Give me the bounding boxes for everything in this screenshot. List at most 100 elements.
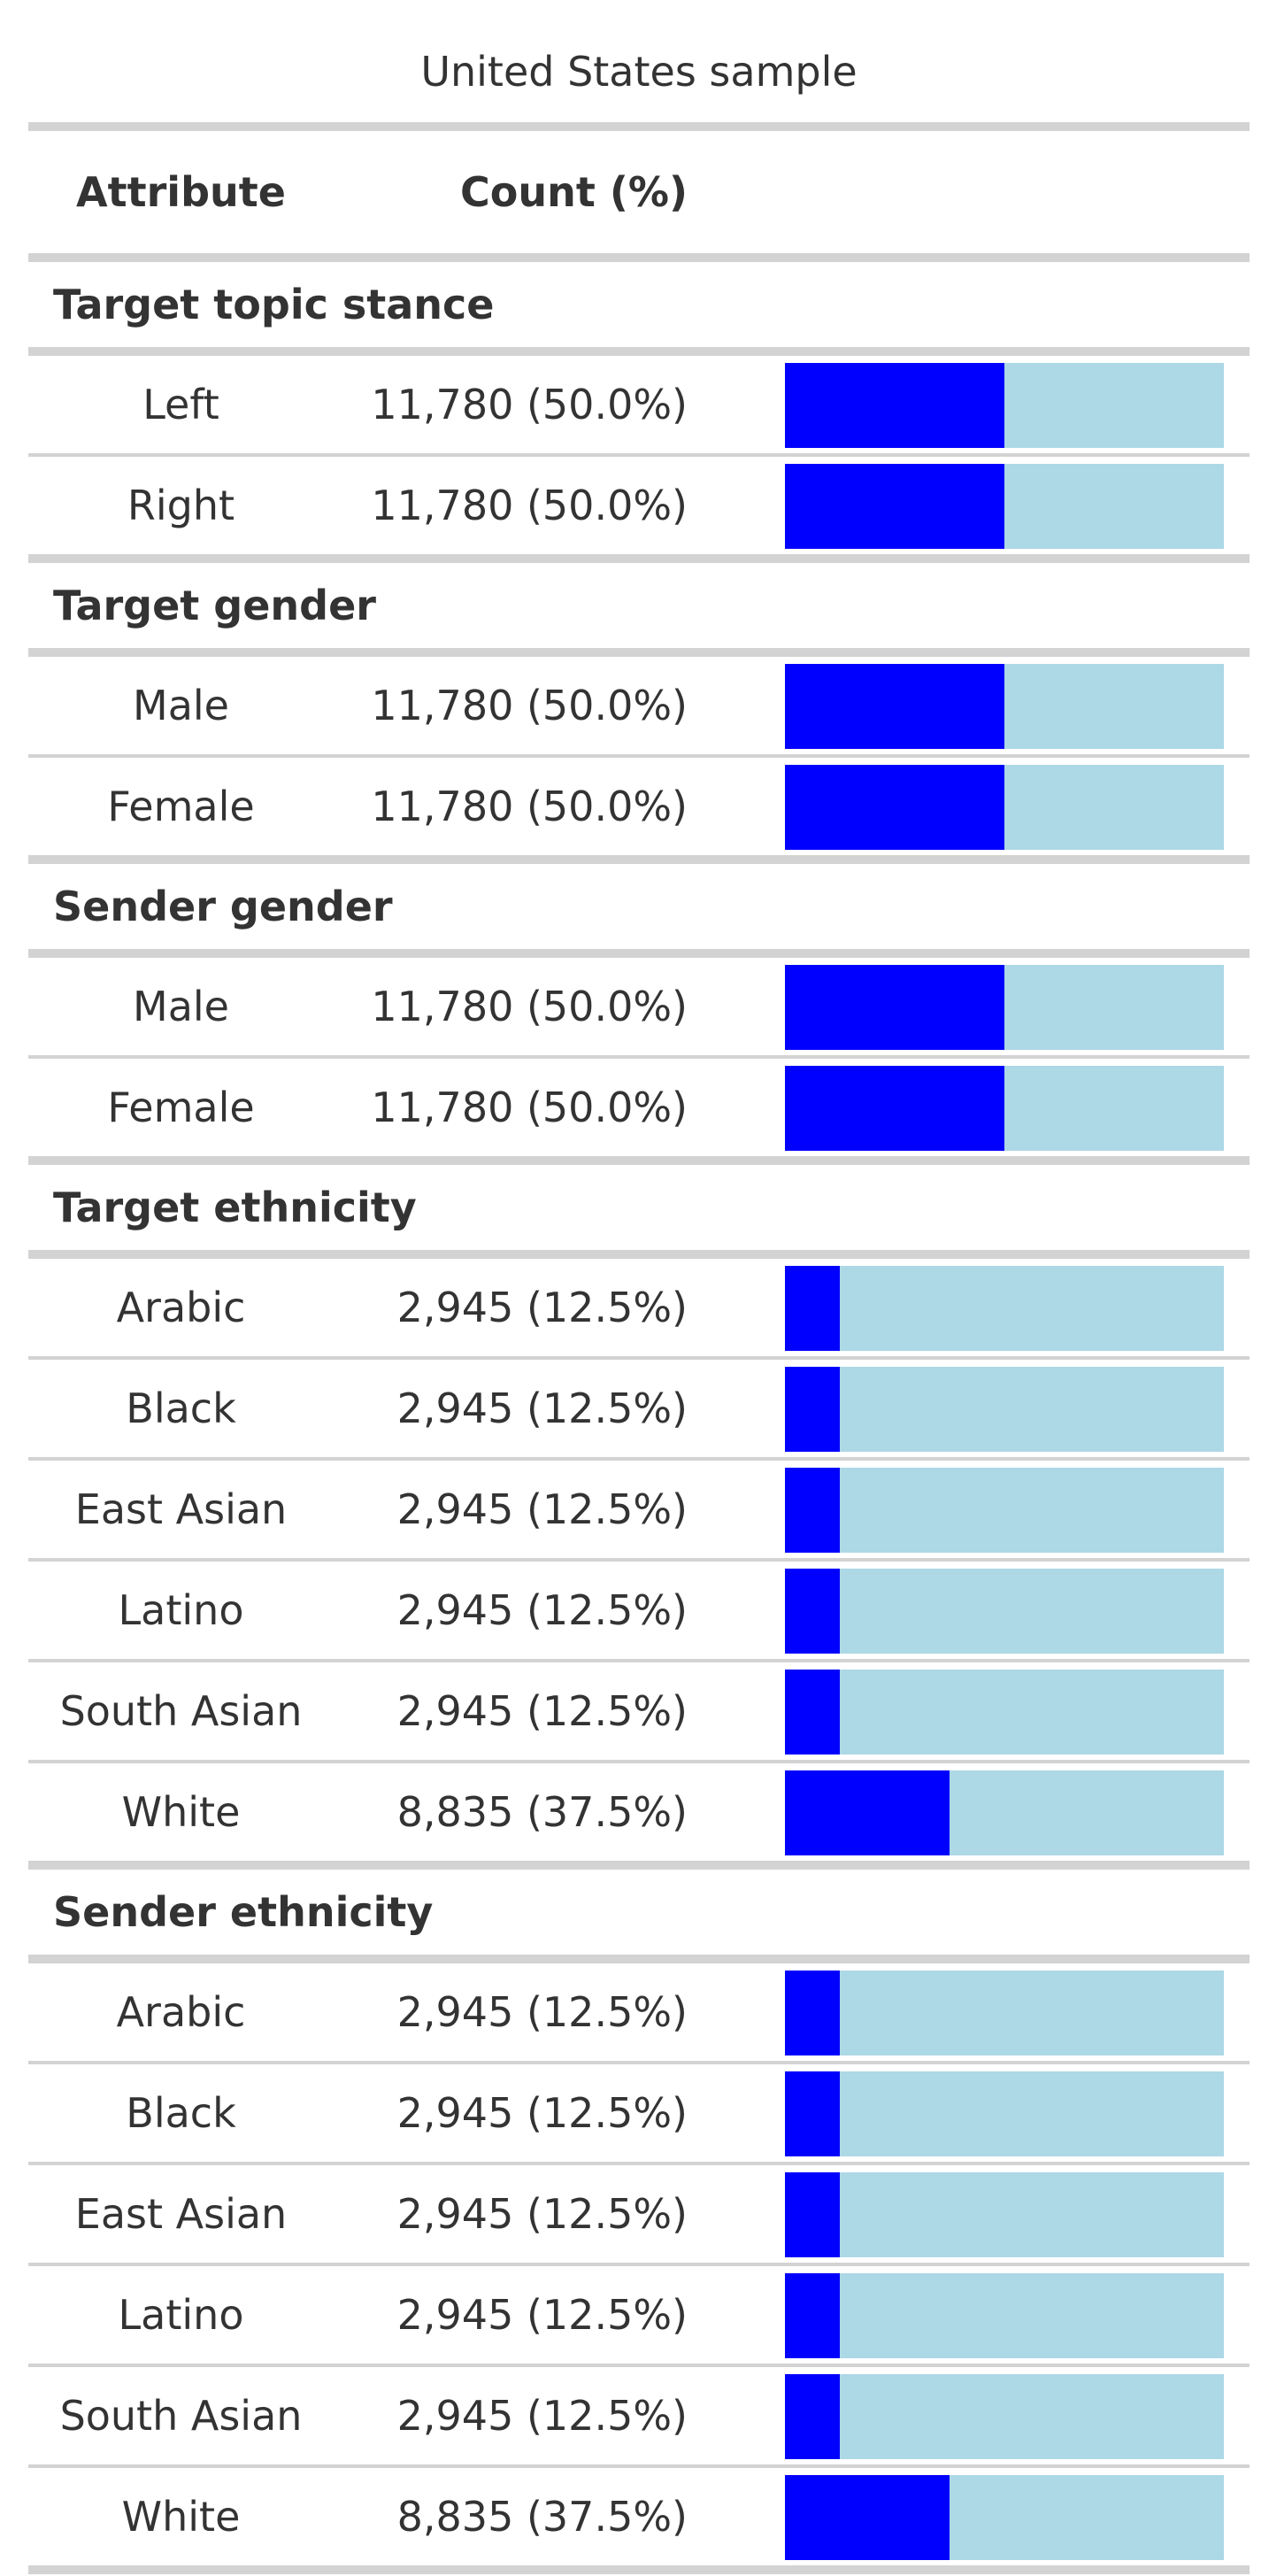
bar-track bbox=[785, 1066, 1224, 1151]
bar-fill bbox=[785, 2374, 840, 2459]
count-cell: 11,780 (50.0%) bbox=[371, 381, 688, 428]
bar-fill bbox=[785, 2172, 840, 2257]
bar-fill bbox=[785, 1971, 840, 2055]
attribute-cell: Male bbox=[133, 983, 229, 1030]
count-cell: 2,945 (12.5%) bbox=[396, 1284, 688, 1331]
attribute-cell: Black bbox=[126, 1384, 236, 1432]
attribute-cell: Female bbox=[107, 1084, 255, 1131]
table-row: Arabic 2,945 (12.5%) bbox=[28, 1963, 1250, 2061]
group-rule bbox=[28, 949, 1250, 958]
count-cell: 2,945 (12.5%) bbox=[396, 1485, 688, 1533]
count-cell: 2,945 (12.5%) bbox=[396, 2392, 688, 2440]
count-cell: 11,780 (50.0%) bbox=[371, 682, 688, 729]
group-heading: Sender ethnicity bbox=[53, 1888, 434, 1936]
table-row: Right 11,780 (50.0%) bbox=[28, 457, 1250, 554]
bar-track bbox=[785, 765, 1224, 850]
bar-track bbox=[785, 1971, 1224, 2055]
row-divider bbox=[28, 754, 1250, 758]
summary-table: United States sample Attribute Count (%)… bbox=[28, 0, 1250, 2574]
count-cell: 11,780 (50.0%) bbox=[371, 983, 688, 1030]
bar-track bbox=[785, 1670, 1224, 1755]
table-body: Target topic stance Left 11,780 (50.0%) Rig… bbox=[28, 262, 1250, 2574]
bar-fill bbox=[785, 2273, 840, 2358]
table-row: South Asian 2,945 (12.5%) bbox=[28, 2367, 1250, 2464]
bar-fill bbox=[785, 1569, 840, 1654]
row-divider bbox=[28, 2263, 1250, 2266]
attribute-cell: Arabic bbox=[116, 1284, 246, 1331]
attribute-cell: South Asian bbox=[59, 1687, 303, 1735]
table-row: Black 2,945 (12.5%) bbox=[28, 2064, 1250, 2162]
column-header-count: Count (%) bbox=[460, 168, 688, 216]
attribute-cell: East Asian bbox=[74, 2190, 288, 2238]
bar-track bbox=[785, 2374, 1224, 2459]
bar-track bbox=[785, 2273, 1224, 2358]
group-heading: Sender gender bbox=[53, 883, 393, 930]
row-divider bbox=[28, 2364, 1250, 2367]
attribute-cell: Female bbox=[107, 783, 255, 830]
table-row: Female 11,780 (50.0%) bbox=[28, 758, 1250, 855]
count-cell: 2,945 (12.5%) bbox=[396, 1384, 688, 1432]
count-cell: 11,780 (50.0%) bbox=[371, 482, 688, 529]
attribute-cell: Latino bbox=[118, 2291, 244, 2339]
group-end-rule bbox=[28, 2565, 1250, 2574]
column-header-attribute: Attribute bbox=[76, 168, 286, 216]
count-cell: 11,780 (50.0%) bbox=[371, 783, 688, 830]
bar-track bbox=[785, 363, 1224, 448]
group-end-rule bbox=[28, 855, 1250, 864]
bar-track bbox=[785, 2475, 1224, 2560]
column-header-row: Attribute Count (%) bbox=[28, 131, 1250, 253]
attribute-cell: Latino bbox=[118, 1586, 244, 1634]
attribute-cell: Male bbox=[133, 682, 229, 729]
attribute-cell: White bbox=[121, 2493, 241, 2541]
table-row: East Asian 2,945 (12.5%) bbox=[28, 1461, 1250, 1558]
group-rule bbox=[28, 347, 1250, 356]
table-row: White 8,835 (37.5%) bbox=[28, 1763, 1250, 1861]
table-row: Female 11,780 (50.0%) bbox=[28, 1059, 1250, 1156]
table-row: Arabic 2,945 (12.5%) bbox=[28, 1259, 1250, 1356]
table-row: Male 11,780 (50.0%) bbox=[28, 958, 1250, 1055]
bar-fill bbox=[785, 965, 1004, 1050]
bar-fill bbox=[785, 765, 1004, 850]
bar-fill bbox=[785, 664, 1004, 749]
table-row: Latino 2,945 (12.5%) bbox=[28, 1562, 1250, 1659]
group-rule bbox=[28, 648, 1250, 657]
count-cell: 2,945 (12.5%) bbox=[396, 2291, 688, 2339]
bar-track bbox=[785, 1770, 1224, 1855]
bar-fill bbox=[785, 363, 1004, 448]
row-divider bbox=[28, 2061, 1250, 2064]
bar-fill bbox=[785, 1367, 840, 1452]
bar-track bbox=[785, 1569, 1224, 1654]
bar-track bbox=[785, 664, 1224, 749]
row-divider bbox=[28, 1558, 1250, 1562]
bar-fill bbox=[785, 1670, 840, 1755]
table-title: United States sample bbox=[420, 48, 858, 96]
group-heading: Target topic stance bbox=[53, 281, 495, 328]
count-cell: 2,945 (12.5%) bbox=[396, 2089, 688, 2137]
table-row: Male 11,780 (50.0%) bbox=[28, 657, 1250, 754]
table-row: South Asian 2,945 (12.5%) bbox=[28, 1662, 1250, 1760]
table-row: Black 2,945 (12.5%) bbox=[28, 1360, 1250, 1457]
bar-track bbox=[785, 2172, 1224, 2257]
table-row: Left 11,780 (50.0%) bbox=[28, 356, 1250, 453]
bar-track bbox=[785, 1468, 1224, 1553]
attribute-cell: Black bbox=[126, 2089, 236, 2137]
header-rule bbox=[28, 253, 1250, 262]
bar-fill bbox=[785, 1468, 840, 1553]
row-divider bbox=[28, 1457, 1250, 1461]
attribute-cell: Left bbox=[142, 381, 219, 428]
table-row: White 8,835 (37.5%) bbox=[28, 2468, 1250, 2565]
table-row: Latino 2,945 (12.5%) bbox=[28, 2266, 1250, 2364]
group-heading: Target ethnicity bbox=[53, 1184, 417, 1231]
bar-fill bbox=[785, 1066, 1004, 1151]
group-end-rule bbox=[28, 554, 1250, 563]
row-divider bbox=[28, 2162, 1250, 2165]
top-rule bbox=[28, 122, 1250, 131]
bar-track bbox=[785, 464, 1224, 549]
count-cell: 8,835 (37.5%) bbox=[396, 1788, 688, 1836]
group-heading: Target gender bbox=[53, 582, 376, 629]
table-row: East Asian 2,945 (12.5%) bbox=[28, 2165, 1250, 2263]
bar-track bbox=[785, 1367, 1224, 1452]
row-divider bbox=[28, 1659, 1250, 1662]
bar-fill bbox=[785, 1770, 950, 1855]
attribute-cell: White bbox=[121, 1788, 241, 1836]
